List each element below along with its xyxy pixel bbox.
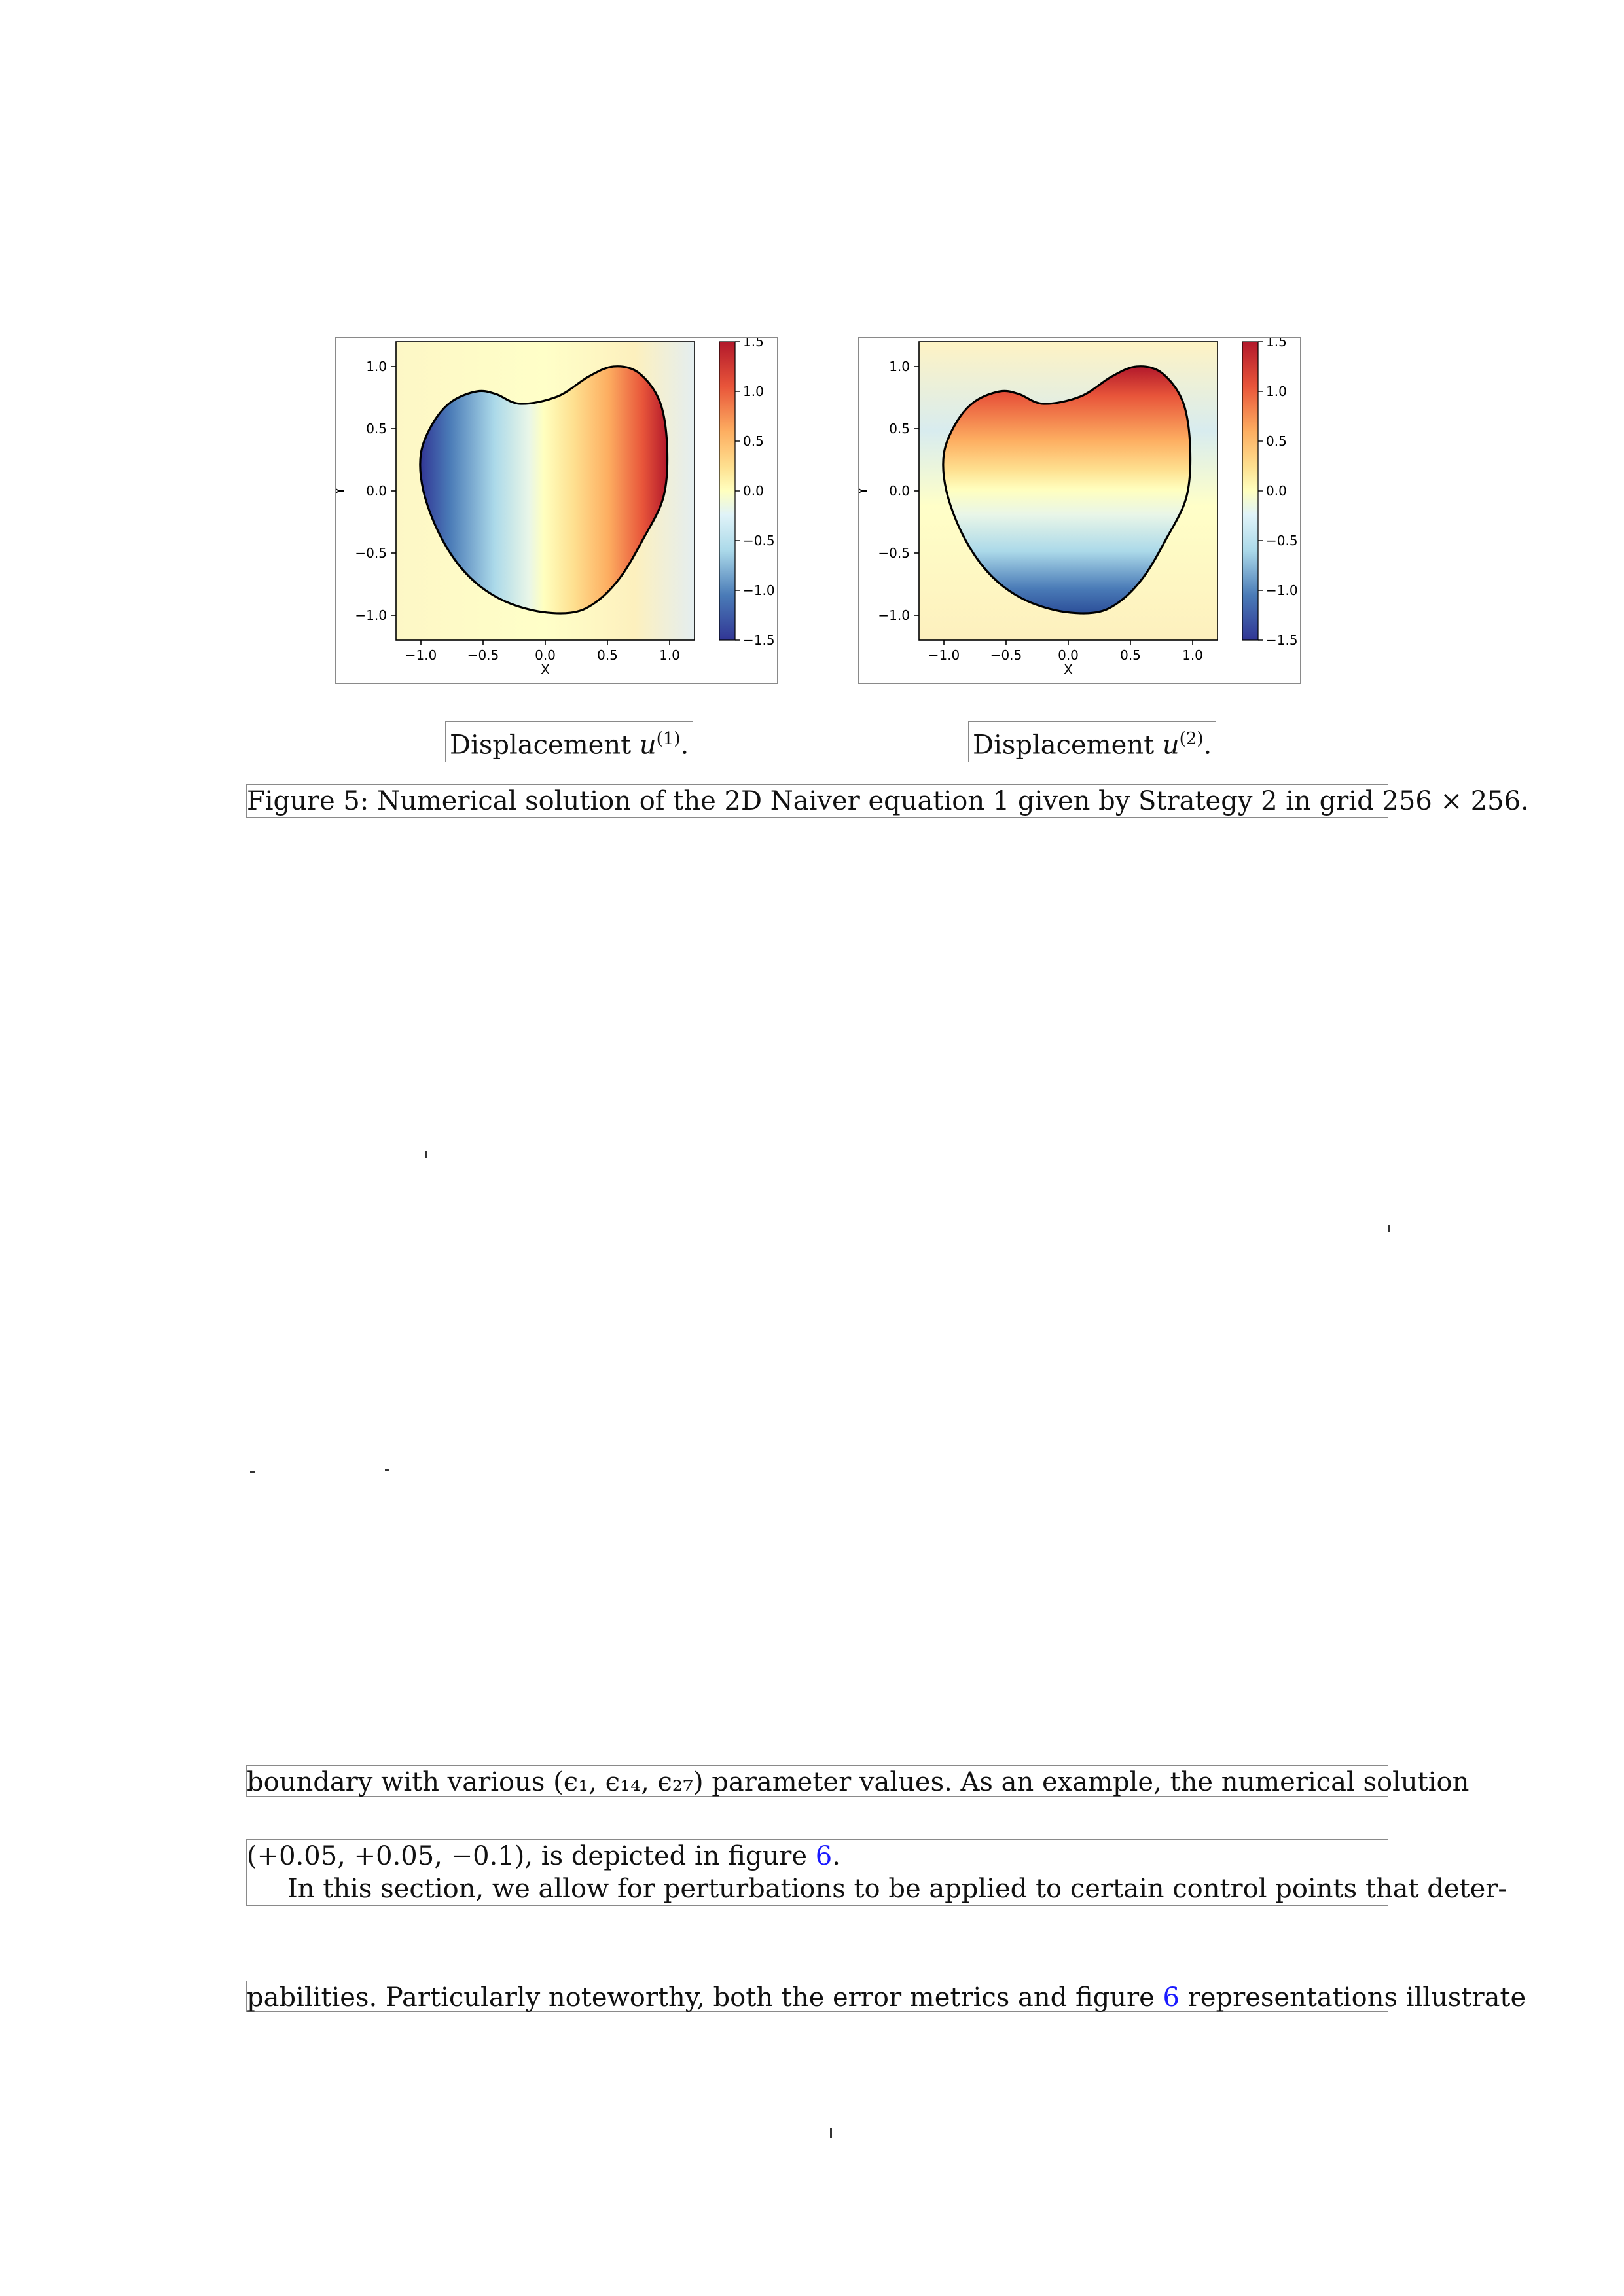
y-axis-label: Y xyxy=(336,486,347,495)
y-tick-label: 1.0 xyxy=(889,359,910,374)
x-axis-label: X xyxy=(541,662,550,677)
domain-field xyxy=(420,366,668,613)
heatmap-left: −1.0 −0.5 0.0 0.5 1.0 1.0 0.5 0.0 −0.5 −1.0 X Y 1.5 1… xyxy=(331,334,775,677)
colorbar-tick-label: 1.5 xyxy=(743,338,764,350)
colorbar-tick-label: 0.0 xyxy=(1266,483,1287,499)
y-tick-label: 0.0 xyxy=(889,483,910,499)
speck xyxy=(1388,1225,1390,1232)
subcaption-right-symbol: u xyxy=(1162,730,1180,761)
body-line-2-pre: (+0.05, +0.05, −0.1), is depicted in fig… xyxy=(247,1841,816,1871)
body-line-4-pre: pabilities. Particularly noteworthy, bot… xyxy=(247,1982,1163,2013)
body-line-2-post: . xyxy=(832,1841,840,1871)
x-tick-label: 0.5 xyxy=(1120,647,1141,663)
colorbar-tick-label: −0.5 xyxy=(743,533,775,548)
x-axis-label: X xyxy=(1064,662,1073,677)
speck xyxy=(425,1151,427,1158)
speck xyxy=(830,2128,832,2138)
colorbar-tick-label: 0.5 xyxy=(1266,433,1287,449)
colorbar-tick-label: −1.5 xyxy=(743,632,775,648)
subcaption-right-sup: (2) xyxy=(1179,729,1204,749)
y-tick-label: −1.0 xyxy=(878,607,910,623)
body-line-4: pabilities. Particularly noteworthy, bot… xyxy=(246,1981,1526,2013)
colorbar xyxy=(719,341,736,641)
colorbar-tick-label: 1.5 xyxy=(1266,338,1287,350)
colorbar-tick-label: 1.0 xyxy=(1266,384,1287,399)
subcaption-right: Displacement u(2). xyxy=(968,721,1217,763)
speck xyxy=(385,1469,389,1471)
x-tick-label: −0.5 xyxy=(467,647,499,663)
y-tick-label: −0.5 xyxy=(878,545,910,561)
colorbar-tick-label: 1.0 xyxy=(743,384,764,399)
y-tick-label: 0.5 xyxy=(366,421,387,437)
subcaption-right-text: Displacement xyxy=(973,730,1155,761)
body-paragraph-block: (+0.05, +0.05, −0.1), is depicted in fig… xyxy=(246,1839,1507,1906)
x-tick-label: 0.0 xyxy=(535,647,556,663)
colorbar xyxy=(1242,341,1259,641)
x-tick-label: 1.0 xyxy=(659,647,680,663)
y-tick-label: −0.5 xyxy=(355,545,387,561)
colorbar-tick-label: 0.0 xyxy=(743,483,764,499)
x-tick-label: −0.5 xyxy=(990,647,1022,663)
domain-boundary xyxy=(942,365,1192,615)
body-line-4-post: representations illustrate xyxy=(1179,1982,1526,2013)
y-tick-label: 0.0 xyxy=(366,483,387,499)
domain-field xyxy=(943,366,1191,613)
x-tick-label: 1.0 xyxy=(1182,647,1203,663)
body-line-1: boundary with various (ϵ₁, ϵ₁₄, ϵ₂₇) par… xyxy=(246,1765,1469,1797)
speck xyxy=(250,1471,255,1473)
body-line-2: (+0.05, +0.05, −0.1), is depicted in fig… xyxy=(247,1840,1388,1873)
figure-ref-link[interactable]: 6 xyxy=(815,1841,833,1871)
x-tick-label: −1.0 xyxy=(405,647,437,663)
y-tick-label: 1.0 xyxy=(366,359,387,374)
colorbar-tick-label: 0.5 xyxy=(743,433,764,449)
colorbar-tick-label: −1.5 xyxy=(1266,632,1298,648)
colorbar-tick-label: −0.5 xyxy=(1266,533,1298,548)
figure-ref-link-2[interactable]: 6 xyxy=(1163,1982,1180,2013)
domain-boundary xyxy=(419,365,669,615)
x-tick-label: −1.0 xyxy=(928,647,960,663)
body-line-3: In this section, we allow for perturbati… xyxy=(287,1874,1507,1904)
subcaption-left: Displacement u(1). xyxy=(445,721,694,763)
x-tick-label: 0.0 xyxy=(1058,647,1079,663)
panel-right-frame: −1.0 −0.5 0.0 0.5 1.0 1.0 0.5 0.0 −0.5 −1.0 X Y 1.5 1… xyxy=(854,334,1301,684)
x-tick-label: 0.5 xyxy=(597,647,618,663)
heatmap-right: −1.0 −0.5 0.0 0.5 1.0 1.0 0.5 0.0 −0.5 −1.0 X Y 1.5 1… xyxy=(854,334,1298,677)
y-tick-label: −1.0 xyxy=(355,607,387,623)
subcaption-left-end: . xyxy=(680,730,689,761)
subcaption-left-symbol: u xyxy=(639,730,657,761)
figure-caption: Figure 5: Numerical solution of the 2D N… xyxy=(246,784,1529,818)
subcaption-left-text: Displacement xyxy=(450,730,632,761)
subcaption-right-end: . xyxy=(1203,730,1212,761)
colorbar-tick-label: −1.0 xyxy=(743,583,775,598)
colorbar-tick-label: −1.0 xyxy=(1266,583,1298,598)
y-tick-label: 0.5 xyxy=(889,421,910,437)
y-axis-label: Y xyxy=(859,486,870,495)
panel-left-frame: −1.0 −0.5 0.0 0.5 1.0 1.0 0.5 0.0 −0.5 −1.0 X Y 1.5 1… xyxy=(331,334,778,684)
subcaption-left-sup: (1) xyxy=(656,729,681,749)
